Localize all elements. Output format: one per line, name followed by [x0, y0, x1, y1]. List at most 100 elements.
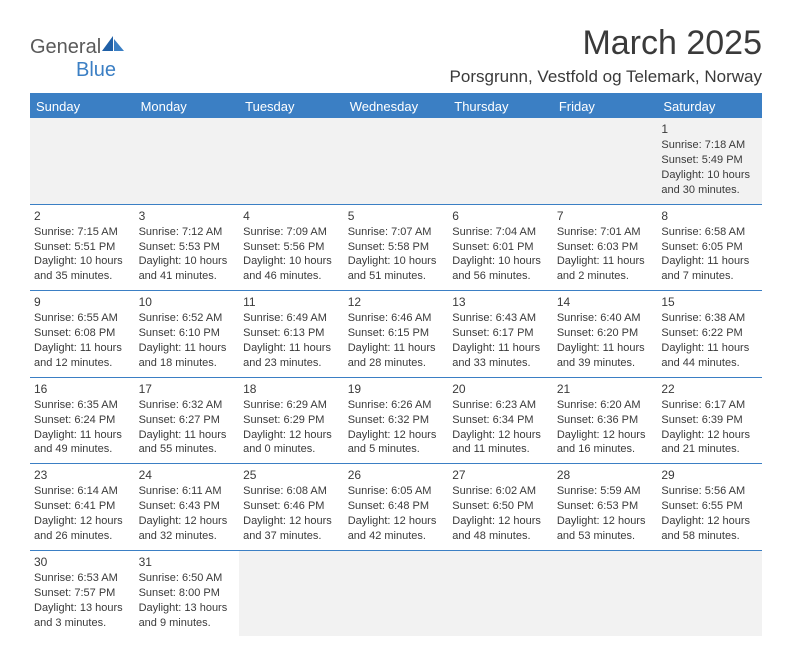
sunrise-text: Sunrise: 6:38 AM: [661, 311, 758, 326]
sunrise-text: Sunrise: 7:18 AM: [661, 138, 758, 153]
calendar-cell: 7Sunrise: 7:01 AMSunset: 6:03 PMDaylight…: [553, 204, 658, 291]
logo-text-blue: Blue: [76, 59, 116, 81]
sunrise-text: Sunrise: 7:12 AM: [139, 225, 236, 240]
sunset-text: Sunset: 6:41 PM: [34, 499, 131, 514]
day-header: Wednesday: [344, 94, 449, 118]
day-header: Tuesday: [239, 94, 344, 118]
calendar-cell: 6Sunrise: 7:04 AMSunset: 6:01 PMDaylight…: [448, 204, 553, 291]
sunset-text: Sunset: 6:36 PM: [557, 413, 654, 428]
sunset-text: Sunset: 6:53 PM: [557, 499, 654, 514]
calendar-cell: [344, 118, 449, 204]
daylight-text: Daylight: 11 hours and 12 minutes.: [34, 341, 131, 371]
sunset-text: Sunset: 6:20 PM: [557, 326, 654, 341]
sunset-text: Sunset: 8:00 PM: [139, 586, 236, 601]
sunrise-text: Sunrise: 7:04 AM: [452, 225, 549, 240]
calendar-row: 9Sunrise: 6:55 AMSunset: 6:08 PMDaylight…: [30, 291, 762, 378]
sunrise-text: Sunrise: 6:43 AM: [452, 311, 549, 326]
sunrise-text: Sunrise: 6:02 AM: [452, 484, 549, 499]
calendar-cell: 8Sunrise: 6:58 AMSunset: 6:05 PMDaylight…: [657, 204, 762, 291]
calendar-cell: [135, 118, 240, 204]
calendar-row: 2Sunrise: 7:15 AMSunset: 5:51 PMDaylight…: [30, 204, 762, 291]
daylight-text: Daylight: 12 hours and 48 minutes.: [452, 514, 549, 544]
logo: GeneralBlue: [30, 36, 126, 82]
calendar-cell: 14Sunrise: 6:40 AMSunset: 6:20 PMDayligh…: [553, 291, 658, 378]
sunset-text: Sunset: 5:58 PM: [348, 240, 445, 255]
daylight-text: Daylight: 11 hours and 23 minutes.: [243, 341, 340, 371]
daylight-text: Daylight: 10 hours and 41 minutes.: [139, 254, 236, 284]
day-number: 14: [557, 294, 654, 310]
calendar-row: 16Sunrise: 6:35 AMSunset: 6:24 PMDayligh…: [30, 377, 762, 464]
daylight-text: Daylight: 12 hours and 0 minutes.: [243, 428, 340, 458]
calendar-row: 1Sunrise: 7:18 AMSunset: 5:49 PMDaylight…: [30, 118, 762, 204]
sunset-text: Sunset: 6:15 PM: [348, 326, 445, 341]
sunrise-text: Sunrise: 7:09 AM: [243, 225, 340, 240]
day-header: Thursday: [448, 94, 553, 118]
sunset-text: Sunset: 6:03 PM: [557, 240, 654, 255]
day-number: 2: [34, 208, 131, 224]
calendar-cell: [344, 550, 449, 636]
calendar-cell: 22Sunrise: 6:17 AMSunset: 6:39 PMDayligh…: [657, 377, 762, 464]
calendar-cell: 5Sunrise: 7:07 AMSunset: 5:58 PMDaylight…: [344, 204, 449, 291]
sunset-text: Sunset: 6:50 PM: [452, 499, 549, 514]
calendar-cell: [657, 550, 762, 636]
sunset-text: Sunset: 6:55 PM: [661, 499, 758, 514]
calendar-cell: 20Sunrise: 6:23 AMSunset: 6:34 PMDayligh…: [448, 377, 553, 464]
sunset-text: Sunset: 6:01 PM: [452, 240, 549, 255]
daylight-text: Daylight: 12 hours and 26 minutes.: [34, 514, 131, 544]
sunrise-text: Sunrise: 6:29 AM: [243, 398, 340, 413]
logo-sail-icon: [102, 36, 126, 57]
calendar-cell: [448, 550, 553, 636]
day-header-row: Sunday Monday Tuesday Wednesday Thursday…: [30, 94, 762, 118]
day-number: 11: [243, 294, 340, 310]
calendar-cell: 11Sunrise: 6:49 AMSunset: 6:13 PMDayligh…: [239, 291, 344, 378]
day-number: 21: [557, 381, 654, 397]
sunrise-text: Sunrise: 6:55 AM: [34, 311, 131, 326]
day-number: 10: [139, 294, 236, 310]
sunrise-text: Sunrise: 6:52 AM: [139, 311, 236, 326]
daylight-text: Daylight: 12 hours and 32 minutes.: [139, 514, 236, 544]
sunset-text: Sunset: 5:56 PM: [243, 240, 340, 255]
daylight-text: Daylight: 11 hours and 2 minutes.: [557, 254, 654, 284]
calendar-row: 30Sunrise: 6:53 AMSunset: 7:57 PMDayligh…: [30, 550, 762, 636]
daylight-text: Daylight: 11 hours and 55 minutes.: [139, 428, 236, 458]
sunrise-text: Sunrise: 6:08 AM: [243, 484, 340, 499]
title-block: March 2025 Porsgrunn, Vestfold og Telema…: [450, 24, 762, 87]
daylight-text: Daylight: 11 hours and 39 minutes.: [557, 341, 654, 371]
day-number: 8: [661, 208, 758, 224]
daylight-text: Daylight: 10 hours and 30 minutes.: [661, 168, 758, 198]
logo-text-general: General: [30, 36, 101, 58]
page-title: March 2025: [450, 24, 762, 63]
day-number: 18: [243, 381, 340, 397]
calendar-cell: 12Sunrise: 6:46 AMSunset: 6:15 PMDayligh…: [344, 291, 449, 378]
sunset-text: Sunset: 6:43 PM: [139, 499, 236, 514]
sunset-text: Sunset: 6:48 PM: [348, 499, 445, 514]
day-number: 7: [557, 208, 654, 224]
day-header: Friday: [553, 94, 658, 118]
calendar-cell: [553, 118, 658, 204]
calendar-cell: [448, 118, 553, 204]
day-number: 24: [139, 467, 236, 483]
calendar-cell: 19Sunrise: 6:26 AMSunset: 6:32 PMDayligh…: [344, 377, 449, 464]
day-number: 9: [34, 294, 131, 310]
sunset-text: Sunset: 6:39 PM: [661, 413, 758, 428]
daylight-text: Daylight: 11 hours and 49 minutes.: [34, 428, 131, 458]
sunrise-text: Sunrise: 6:14 AM: [34, 484, 131, 499]
daylight-text: Daylight: 13 hours and 3 minutes.: [34, 601, 131, 631]
sunrise-text: Sunrise: 5:59 AM: [557, 484, 654, 499]
day-header: Sunday: [30, 94, 135, 118]
day-number: 27: [452, 467, 549, 483]
calendar-cell: 26Sunrise: 6:05 AMSunset: 6:48 PMDayligh…: [344, 464, 449, 551]
sunset-text: Sunset: 6:27 PM: [139, 413, 236, 428]
sunset-text: Sunset: 6:29 PM: [243, 413, 340, 428]
sunset-text: Sunset: 7:57 PM: [34, 586, 131, 601]
day-header: Saturday: [657, 94, 762, 118]
day-number: 29: [661, 467, 758, 483]
daylight-text: Daylight: 11 hours and 7 minutes.: [661, 254, 758, 284]
sunrise-text: Sunrise: 6:35 AM: [34, 398, 131, 413]
calendar-cell: 25Sunrise: 6:08 AMSunset: 6:46 PMDayligh…: [239, 464, 344, 551]
calendar-cell: [30, 118, 135, 204]
calendar-cell: 21Sunrise: 6:20 AMSunset: 6:36 PMDayligh…: [553, 377, 658, 464]
calendar-cell: 15Sunrise: 6:38 AMSunset: 6:22 PMDayligh…: [657, 291, 762, 378]
day-number: 17: [139, 381, 236, 397]
sunset-text: Sunset: 6:10 PM: [139, 326, 236, 341]
